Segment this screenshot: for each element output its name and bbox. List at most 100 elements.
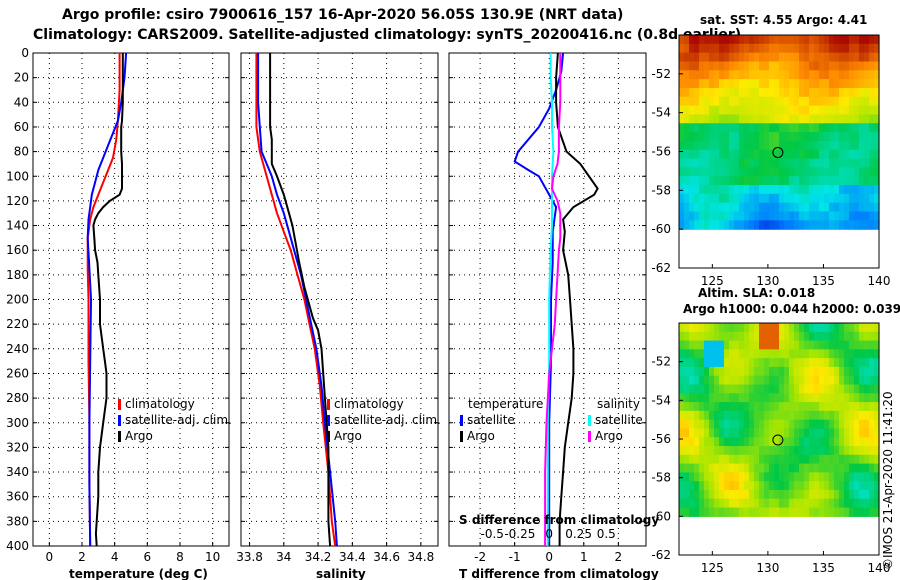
heatmap-cell — [854, 428, 860, 438]
heatmap-cell — [774, 35, 780, 45]
heatmap-cell — [774, 87, 780, 98]
heatmap-cell — [844, 358, 850, 368]
heatmap-cell — [764, 96, 770, 107]
heatmap-cell — [739, 366, 745, 377]
heatmap-cell — [769, 498, 775, 509]
heatmap-cell — [834, 220, 840, 230]
heatmap-cell — [759, 70, 765, 80]
heatmap-cell — [679, 52, 685, 63]
heatmap-cell — [874, 358, 880, 368]
heatmap-cell — [779, 35, 785, 45]
heatmap-cell — [799, 132, 805, 142]
heatmap-cell — [824, 202, 830, 213]
heatmap-cell — [694, 140, 700, 151]
heatmap-cell — [749, 402, 755, 412]
heatmap-cell — [769, 349, 775, 359]
heatmap-cell — [824, 167, 830, 177]
heatmap-cell — [764, 79, 770, 89]
heatmap-cell — [714, 35, 720, 45]
map-y-tick-label: -52 — [651, 355, 671, 369]
heatmap-cell — [869, 220, 875, 230]
heatmap-cell — [689, 105, 695, 116]
heatmap-cell — [784, 340, 790, 350]
heatmap-cell — [824, 498, 830, 509]
heatmap-cell — [724, 331, 730, 342]
heatmap-cell — [769, 463, 775, 473]
heatmap-cell — [769, 202, 775, 213]
y-tick-label: 160 — [6, 243, 29, 257]
heatmap-cell — [754, 149, 760, 160]
heatmap-cell — [749, 149, 755, 160]
heatmap-cell — [704, 52, 710, 63]
heatmap-cell — [719, 402, 725, 412]
heatmap-cell — [744, 52, 750, 63]
heatmap-cell — [764, 402, 770, 412]
heatmap-cell — [854, 79, 860, 89]
heatmap-cell — [809, 35, 815, 45]
heatmap-cell — [834, 211, 840, 221]
heatmap-cell — [759, 454, 765, 465]
heatmap-cell — [739, 428, 745, 438]
heatmap-cell — [784, 393, 790, 403]
heatmap-cell — [694, 481, 700, 491]
x-tick-label: -1 — [509, 550, 521, 564]
heatmap-cell — [859, 52, 865, 63]
heatmap-cell — [799, 114, 805, 124]
heatmap-cell — [849, 96, 855, 107]
heatmap-cell — [744, 123, 750, 133]
heatmap-cell — [754, 489, 760, 500]
heatmap-cell — [809, 61, 815, 71]
heatmap-cell — [704, 498, 710, 509]
heatmap-cell — [809, 220, 815, 230]
y-tick-label: 340 — [6, 465, 29, 479]
heatmap-cell — [679, 220, 685, 230]
heatmap-cell — [719, 323, 725, 333]
heatmap-cell — [694, 193, 700, 204]
heatmap-cell — [719, 149, 725, 160]
heatmap-cell — [704, 87, 710, 98]
heatmap-cell — [689, 193, 695, 204]
heatmap-cell — [694, 489, 700, 500]
heatmap-cell — [744, 463, 750, 473]
heatmap-cell — [819, 140, 825, 151]
heatmap-cell — [819, 193, 825, 204]
heatmap-cell — [679, 176, 685, 186]
heatmap-cell — [794, 472, 800, 482]
heatmap-cell — [694, 402, 700, 412]
heatmap-cell — [759, 498, 765, 509]
heatmap-cell — [784, 358, 790, 368]
heatmap-cell — [829, 140, 835, 151]
heatmap-cell — [709, 43, 715, 54]
y-tick-label: 180 — [6, 268, 29, 282]
heatmap-cell — [739, 489, 745, 500]
heatmap-cell — [709, 123, 715, 133]
heatmap-cell — [689, 167, 695, 177]
heatmap-cell — [704, 463, 710, 473]
heatmap-cell — [779, 340, 785, 350]
heatmap-cell — [729, 472, 735, 482]
heatmap-cell — [774, 220, 780, 230]
heatmap-cell — [744, 489, 750, 500]
heatmap-cell — [729, 87, 735, 98]
legend-label-diffs-0: satellite — [595, 413, 643, 427]
heatmap-cell — [854, 185, 860, 195]
heatmap-cell — [759, 79, 765, 89]
heatmap-cell — [854, 193, 860, 204]
heatmap-cell — [859, 105, 865, 116]
heatmap-cell — [874, 454, 880, 465]
heatmap-cell — [729, 132, 735, 142]
heatmap-cell — [764, 167, 770, 177]
heatmap-cell — [864, 507, 870, 517]
heatmap-cell — [829, 176, 835, 186]
heatmap-cell — [759, 340, 765, 350]
heatmap-cell — [819, 176, 825, 186]
heatmap-cell — [819, 384, 825, 394]
heatmap-cell — [839, 202, 845, 213]
heatmap-cell — [684, 149, 690, 160]
heatmap-cell — [844, 410, 850, 421]
heatmap-cell — [719, 87, 725, 98]
heatmap-cell — [724, 358, 730, 368]
heatmap-cell — [799, 402, 805, 412]
heatmap-cell — [809, 419, 815, 430]
heatmap-cell — [679, 43, 685, 54]
